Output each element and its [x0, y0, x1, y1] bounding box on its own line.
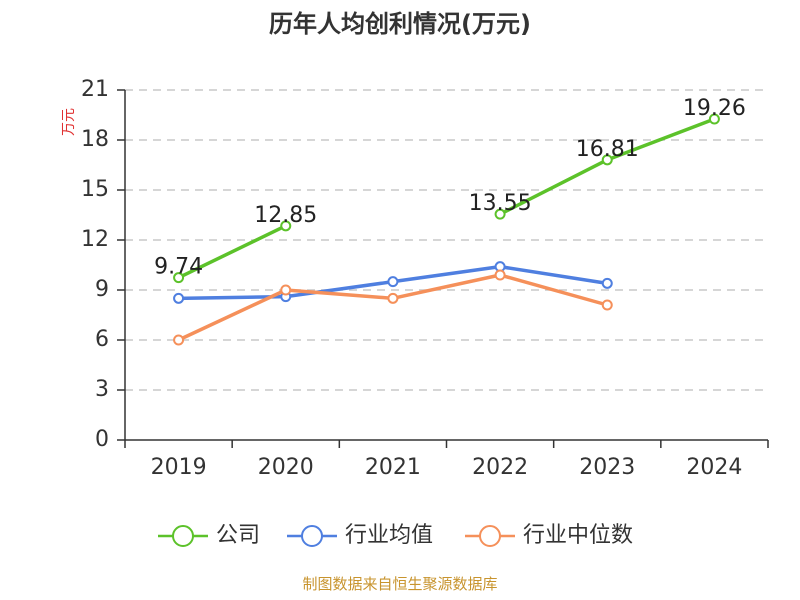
y-tick-label-6: 6	[95, 327, 109, 352]
axes: 0 3 6 9 12 15 18 21 2019 2020 2021 2022 2023 2024	[81, 77, 769, 480]
x-tick-label-2019: 2019	[151, 455, 207, 480]
legend-marker-0	[172, 525, 194, 547]
y-tick-label-3: 3	[95, 377, 109, 402]
legend-marker-1	[301, 525, 323, 547]
x-tick-label-2024: 2024	[686, 455, 742, 480]
point-1-2021	[387, 276, 399, 288]
data-label-2020: 12.85	[254, 203, 317, 228]
y-tick-label-18: 18	[81, 127, 109, 152]
point-2-2019	[173, 334, 185, 346]
y-tick-label-12: 12	[81, 227, 109, 252]
point-2-2022	[494, 269, 506, 281]
series-line-0-0	[176, 224, 288, 280]
data-label-2022: 13.55	[469, 191, 532, 216]
legend-label-0: 公司	[216, 523, 260, 548]
x-tick-label-2021: 2021	[365, 455, 421, 480]
legend: 公司 行业均值 行业中位数	[158, 523, 633, 548]
y-tick-label-0: 0	[95, 427, 109, 452]
data-label-2024: 19.26	[683, 96, 746, 121]
point-2-2023	[601, 299, 613, 311]
point-0-2023	[601, 154, 613, 166]
source-note: 制图数据来自恒生聚源数据库	[302, 575, 497, 593]
y-tick-label-21: 21	[81, 77, 109, 102]
x-tick-label-2023: 2023	[579, 455, 635, 480]
y-axis-label: 万元	[61, 108, 77, 136]
data-label-2023: 16.81	[576, 137, 639, 162]
point-1-2023	[601, 277, 613, 289]
point-0-2019	[173, 272, 185, 284]
legend-label-2: 行业中位数	[523, 523, 633, 548]
series-line-0-1	[498, 117, 717, 216]
point-2-2021	[387, 292, 399, 304]
legend-marker-2	[479, 525, 501, 547]
legend-label-1: 行业均值	[345, 523, 433, 548]
point-2-2020	[280, 284, 292, 296]
point-0-2020	[280, 220, 292, 232]
point-0-2024	[708, 113, 720, 125]
point-1-2019	[173, 292, 185, 304]
chart-title: 历年人均创利情况(万元)	[269, 10, 531, 38]
x-tick-label-2020: 2020	[258, 455, 314, 480]
data-label-2019: 9.74	[154, 255, 203, 280]
point-0-2022	[494, 208, 506, 220]
y-tick-label-15: 15	[81, 177, 109, 202]
y-tick-label-9: 9	[95, 277, 109, 302]
x-tick-label-2022: 2022	[472, 455, 528, 480]
data-labels: 9.74 12.85 13.55 16.81 19.26	[154, 96, 746, 280]
series-group	[173, 113, 720, 346]
